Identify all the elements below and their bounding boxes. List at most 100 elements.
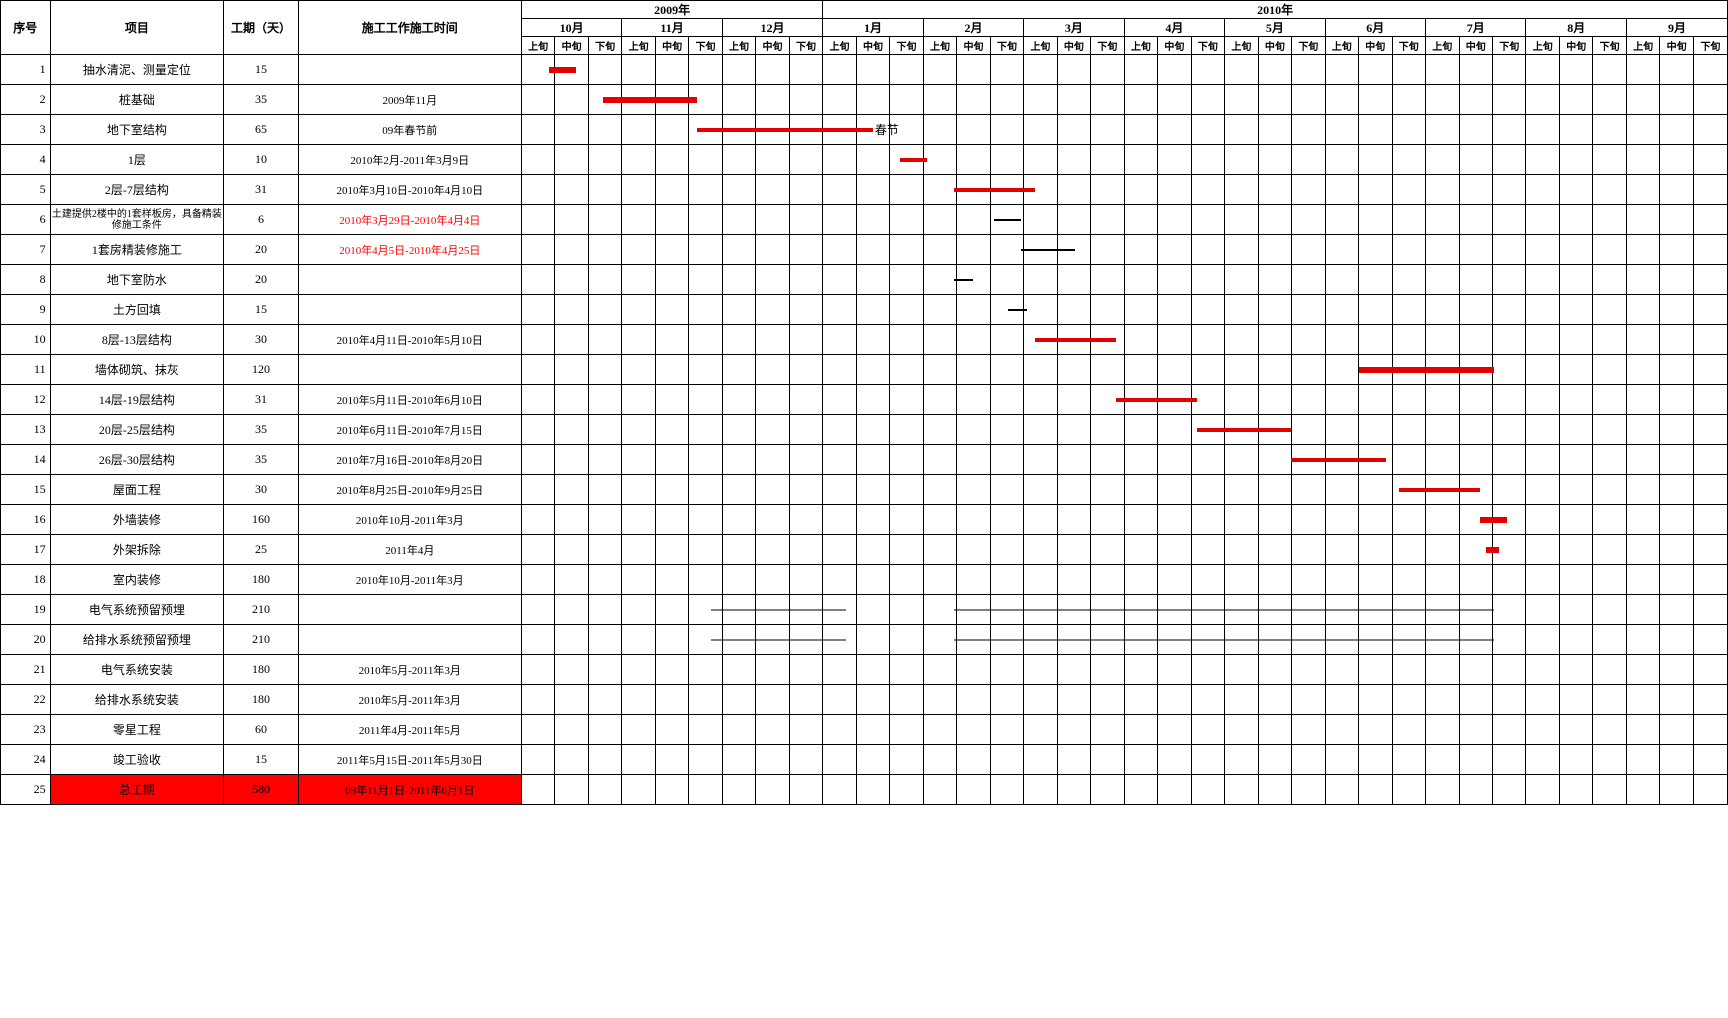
cell-duration: 15	[224, 745, 298, 775]
gantt-cell	[890, 505, 923, 535]
gantt-cell	[957, 175, 990, 205]
gantt-cell	[689, 235, 722, 265]
gantt-cell	[1426, 235, 1459, 265]
gantt-cell	[1526, 775, 1559, 805]
gantt-cell	[1292, 415, 1325, 445]
gantt-cell	[521, 595, 554, 625]
gantt-cell	[756, 355, 789, 385]
gantt-cell	[990, 385, 1023, 415]
gantt-cell	[823, 535, 856, 565]
gantt-cell	[521, 205, 554, 235]
gantt-cell	[856, 235, 889, 265]
gantt-cell	[1124, 445, 1157, 475]
gantt-cell	[588, 565, 621, 595]
gantt-cell	[1258, 385, 1291, 415]
gantt-cell	[1124, 85, 1157, 115]
gantt-cell	[1660, 265, 1693, 295]
gantt-cell	[1091, 85, 1124, 115]
gantt-cell	[1158, 235, 1191, 265]
gantt-cell	[1124, 775, 1157, 805]
gantt-cell	[655, 115, 688, 145]
gantt-cell	[1392, 355, 1425, 385]
gantt-cell	[1225, 115, 1258, 145]
gantt-cell	[890, 325, 923, 355]
hdr-year-2009: 2009年	[521, 1, 822, 19]
table-row: 2桩基础352009年11月	[1, 85, 1728, 115]
gantt-cell	[1359, 355, 1392, 385]
gantt-cell	[890, 145, 923, 175]
gantt-cell	[689, 145, 722, 175]
hdr-sub: 中旬	[1459, 37, 1492, 55]
gantt-cell	[1593, 325, 1626, 355]
gantt-cell	[1191, 685, 1224, 715]
gantt-cell	[1091, 745, 1124, 775]
gantt-cell	[521, 385, 554, 415]
gantt-cell	[521, 175, 554, 205]
gantt-cell	[756, 715, 789, 745]
gantt-cell	[1091, 475, 1124, 505]
cell-project: 2层-7层结构	[50, 175, 224, 205]
gantt-cell	[1225, 265, 1258, 295]
gantt-cell	[1459, 715, 1492, 745]
gantt-cell	[1492, 775, 1525, 805]
gantt-cell	[1626, 625, 1659, 655]
gantt-cell	[1225, 565, 1258, 595]
cell-duration: 180	[224, 685, 298, 715]
hdr-sub: 下旬	[1191, 37, 1224, 55]
gantt-cell	[1258, 595, 1291, 625]
gantt-cell	[1660, 355, 1693, 385]
gantt-cell	[588, 505, 621, 535]
cell-time	[298, 55, 521, 85]
cell-project: 土建提供2楼中的1套样板房，具备精装修施工条件	[50, 205, 224, 235]
gantt-cell	[622, 655, 655, 685]
gantt-cell	[1492, 415, 1525, 445]
gantt-cell	[1559, 85, 1592, 115]
cell-seq: 16	[1, 505, 51, 535]
gantt-cell	[1325, 505, 1358, 535]
gantt-cell	[722, 505, 755, 535]
table-row: 23零星工程602011年4月-2011年5月	[1, 715, 1728, 745]
gantt-cell	[1626, 355, 1659, 385]
gantt-cell	[722, 715, 755, 745]
gantt-cell	[689, 55, 722, 85]
cell-duration: 160	[224, 505, 298, 535]
gantt-cell	[1593, 625, 1626, 655]
gantt-cell	[1191, 175, 1224, 205]
gantt-cell	[890, 715, 923, 745]
gantt-cell	[756, 775, 789, 805]
gantt-cell	[1660, 445, 1693, 475]
gantt-cell	[789, 295, 823, 325]
gantt-cell	[1359, 235, 1392, 265]
gantt-cell	[689, 205, 722, 235]
gantt-cell	[856, 85, 889, 115]
gantt-cell	[1392, 475, 1425, 505]
table-row: 3地下室结构6509年春节前春节	[1, 115, 1728, 145]
gantt-cell	[1158, 535, 1191, 565]
gantt-cell	[588, 55, 621, 85]
gantt-cell	[622, 85, 655, 115]
gantt-cell	[1191, 445, 1224, 475]
cell-time: 2010年3月10日-2010年4月10日	[298, 175, 521, 205]
gantt-cell	[1693, 565, 1727, 595]
gantt-cell	[1660, 655, 1693, 685]
hdr-sub: 上旬	[1225, 37, 1258, 55]
gantt-cell	[1559, 565, 1592, 595]
gantt-cell	[1426, 565, 1459, 595]
gantt-cell	[789, 655, 823, 685]
gantt-cell	[1292, 475, 1325, 505]
gantt-cell	[1225, 475, 1258, 505]
gantt-cell	[521, 415, 554, 445]
gantt-cell	[722, 55, 755, 85]
gantt-cell	[1559, 445, 1592, 475]
gantt-cell	[1292, 505, 1325, 535]
gantt-cell	[1559, 775, 1592, 805]
gantt-cell	[990, 85, 1023, 115]
hdr-sub: 中旬	[756, 37, 789, 55]
gantt-cell	[622, 685, 655, 715]
cell-seq: 12	[1, 385, 51, 415]
gantt-cell	[1359, 595, 1392, 625]
gantt-cell	[789, 685, 823, 715]
gantt-cell	[1593, 505, 1626, 535]
gantt-cell	[789, 505, 823, 535]
gantt-cell	[1091, 685, 1124, 715]
